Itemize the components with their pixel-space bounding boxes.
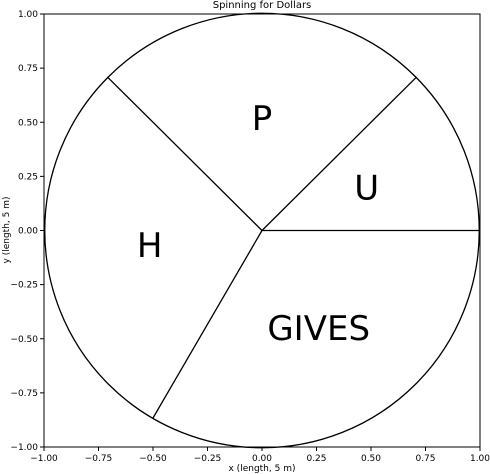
sector-boundary-line xyxy=(107,76,263,231)
x-axis-label: x (length, 5 m) xyxy=(229,464,296,474)
y-axis-label: y (length, 5 m) xyxy=(2,197,12,264)
y-tick-label: 0.00 xyxy=(18,227,38,237)
y-tick-label: −0.50 xyxy=(10,335,38,345)
sector-label: P xyxy=(252,99,273,139)
chart-title: Spinning for Dollars xyxy=(213,0,312,11)
y-axis-ticks: −1.00 −0.75 −0.50 −0.25 0.00 0.25 0.50 0.75 1.00 xyxy=(10,10,44,453)
y-tick-label: −0.75 xyxy=(10,389,38,399)
sector-label: GIVES xyxy=(267,309,370,349)
sector-boundaries xyxy=(107,76,480,419)
x-axis-ticks: −1.00 −0.75 −0.50 −0.25 0.00 0.25 0.50 0.75 1.00 xyxy=(30,447,490,464)
sector-boundary-line xyxy=(261,76,417,231)
x-tick-label: 0.50 xyxy=(361,454,381,464)
y-tick-label: 0.75 xyxy=(18,64,38,74)
sector-boundary-line xyxy=(152,230,263,419)
y-tick-label: 0.25 xyxy=(18,172,38,182)
sector-label: U xyxy=(354,168,379,208)
x-tick-label: 0.00 xyxy=(252,454,272,464)
y-tick-label: 1.00 xyxy=(18,10,38,20)
x-tick-label: 1.00 xyxy=(470,454,490,464)
x-tick-label: −0.25 xyxy=(194,454,222,464)
x-tick-label: 0.25 xyxy=(306,454,326,464)
y-tick-label: −0.25 xyxy=(10,281,38,291)
y-tick-label: −1.00 xyxy=(10,443,38,453)
y-tick-label: 0.50 xyxy=(18,118,38,128)
sector-labels: U P H GIVES xyxy=(137,99,379,349)
x-tick-label: −0.50 xyxy=(139,454,167,464)
x-tick-label: −0.75 xyxy=(85,454,113,464)
sector-label: H xyxy=(137,226,163,266)
x-tick-label: 0.75 xyxy=(415,454,435,464)
x-tick-label: −1.00 xyxy=(30,454,58,464)
